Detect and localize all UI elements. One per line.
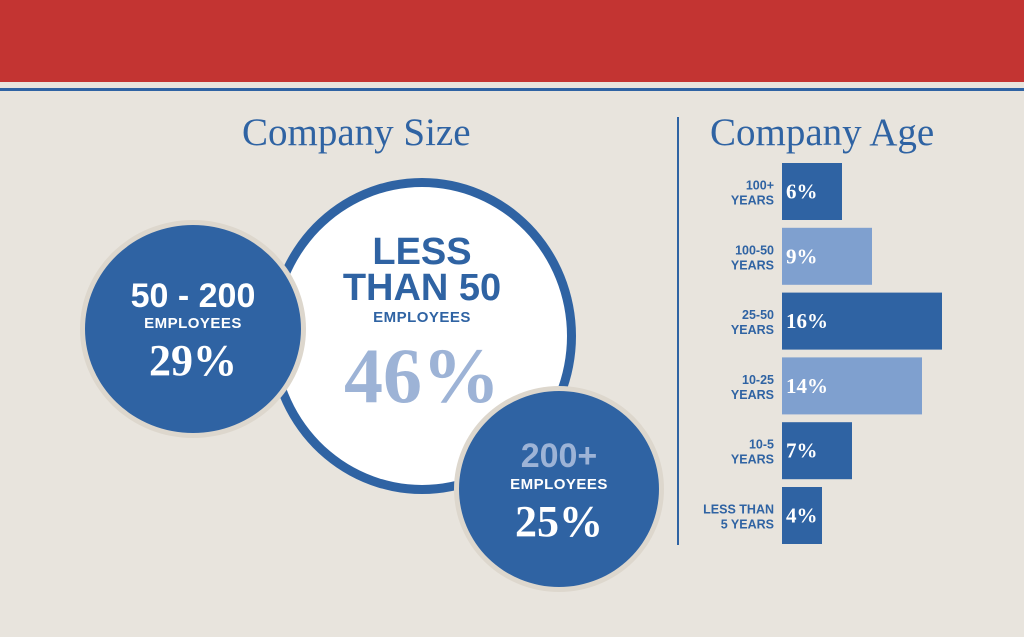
age-bar-label-4-line1: YEARS — [731, 453, 774, 467]
age-bar-value-1: 9% — [786, 244, 818, 268]
50-200-label: 50 - 200 — [130, 277, 256, 315]
age-bar-label-5-line1: 5 YEARS — [721, 518, 774, 532]
age-bar-value-5: 4% — [786, 504, 818, 528]
200-plus-bubble: 200+ EMPLOYEES 25% — [454, 386, 664, 592]
age-bar-label-1-line0: 100-50 — [735, 243, 774, 257]
age-bar-label-3-line0: 10-25 — [742, 373, 774, 387]
age-bar-label-2-line1: YEARS — [731, 323, 774, 337]
age-bar-value-4: 7% — [786, 439, 818, 463]
age-bar-2 — [782, 292, 942, 350]
age-bar-value-0: 6% — [786, 180, 818, 204]
age-bar-value-2: 16% — [786, 309, 828, 333]
age-bar-label-5-line0: LESS THAN — [703, 503, 774, 517]
age-bar-5 — [782, 487, 822, 544]
200-plus-employees-label: EMPLOYEES — [510, 476, 608, 493]
50-200-employees-label: EMPLOYEES — [144, 315, 242, 332]
50-200-percent: 29% — [149, 336, 237, 385]
less-than-50-percent: 46% — [344, 332, 500, 419]
age-bar-value-3: 14% — [786, 374, 828, 398]
age-bar-label-0-line1: YEARS — [731, 194, 774, 208]
top-red-band — [0, 0, 1024, 82]
200-plus-label: 200+ — [520, 437, 598, 475]
age-bar-label-0-line0: 100+ — [746, 179, 774, 193]
age-bar-4 — [782, 422, 852, 480]
top-blue-rule — [0, 88, 1024, 91]
less-than-50-label-line1: LESS — [372, 231, 472, 273]
less-than-50-employees-label: EMPLOYEES — [373, 309, 471, 326]
section-divider — [677, 117, 679, 545]
200-plus-percent: 25% — [515, 497, 603, 546]
less-than-50-label-line2: THAN 50 — [342, 267, 502, 309]
age-bar-label-4-line0: 10-5 — [749, 438, 774, 452]
age-bar-label-1-line1: YEARS — [731, 258, 774, 272]
company-size-title: Company Size — [242, 111, 471, 154]
age-bar-1 — [782, 227, 872, 285]
company-age-title: Company Age — [710, 111, 935, 154]
age-bar-3 — [782, 357, 922, 415]
age-bar-0 — [782, 163, 842, 220]
50-200-bubble: 50 - 200 EMPLOYEES 29% — [80, 220, 306, 438]
age-bar-label-3-line1: YEARS — [731, 388, 774, 402]
age-bar-label-2-line0: 25-50 — [742, 308, 774, 322]
